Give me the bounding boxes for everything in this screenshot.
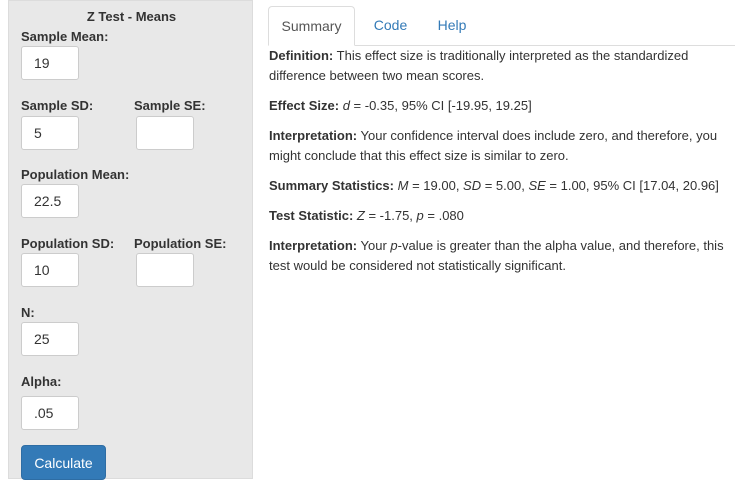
population-mean-label: Population Mean: — [21, 167, 130, 182]
effect-size-paragraph: Effect Size: d = -0.35, 95% CI [-19.95, … — [269, 96, 731, 116]
test-statistic-paragraph: Test Statistic: Z = -1.75, p = .080 — [269, 206, 731, 226]
tab-bar: Summary Code Help — [268, 6, 735, 46]
definition-label: Definition: — [269, 48, 334, 63]
sample-mean-input[interactable] — [21, 46, 79, 80]
m-value: = 19.00, — [408, 178, 464, 193]
alpha-label: Alpha: — [21, 374, 62, 389]
population-se-label: Population SE: — [134, 236, 227, 251]
tab-help[interactable]: Help — [437, 17, 467, 33]
interpretation-ci-paragraph: Interpretation: Your confidence interval… — [269, 126, 731, 166]
tab-code[interactable]: Code — [373, 17, 408, 33]
summary-statistics-label: Summary Statistics: — [269, 178, 394, 193]
population-sd-label: Population SD: — [21, 236, 115, 251]
sd-symbol: SD — [463, 178, 482, 193]
alpha-input[interactable] — [21, 396, 79, 430]
population-se-input[interactable] — [136, 253, 194, 287]
effect-size-label: Effect Size: — [269, 98, 340, 113]
summary-content: Definition: This effect size is traditio… — [269, 46, 731, 286]
interpretation-p-text-after: -value is greater than the alpha value, … — [269, 238, 724, 273]
tab-summary[interactable]: Summary — [268, 6, 355, 46]
sample-se-input[interactable] — [136, 116, 194, 150]
sd-value: = 5.00, — [481, 178, 529, 193]
se-value: = 1.00, 95% CI [17.04, 20.96] — [545, 178, 719, 193]
n-label: N: — [21, 305, 35, 320]
p-value: = .080 — [423, 208, 464, 223]
m-symbol: M — [397, 178, 409, 193]
population-mean-input[interactable] — [21, 184, 79, 218]
p-symbol: p — [416, 208, 424, 223]
input-panel: Z Test - Means Sample Mean: Sample SD: S… — [8, 0, 253, 480]
effect-size-text: = -0.35, 95% CI [-19.95, 19.25] — [349, 98, 532, 113]
interpretation-p-paragraph: Interpretation: Your p-value is greater … — [269, 236, 731, 276]
d-symbol: d — [342, 98, 350, 113]
panel-title: Z Test - Means — [86, 9, 177, 24]
sample-mean-label: Sample Mean: — [21, 29, 109, 44]
sample-se-label: Sample SE: — [134, 98, 206, 113]
interpretation-ci-text: Your confidence interval does include ze… — [269, 128, 718, 163]
z-symbol: Z — [356, 208, 365, 223]
interpretation-p-text-before: Your — [360, 238, 391, 253]
definition-text: This effect size is traditionally interp… — [269, 48, 689, 83]
n-input[interactable] — [21, 322, 79, 356]
sample-sd-label: Sample SD: — [21, 98, 94, 113]
test-statistic-label: Test Statistic: — [269, 208, 354, 223]
se-symbol: SE — [528, 178, 546, 193]
definition-paragraph: Definition: This effect size is traditio… — [269, 46, 731, 86]
p-word: p — [390, 238, 398, 253]
population-sd-input[interactable] — [21, 253, 79, 287]
summary-statistics-paragraph: Summary Statistics: M = 19.00, SD = 5.00… — [269, 176, 731, 196]
interpretation-p-label: Interpretation: — [269, 238, 358, 253]
sample-sd-input[interactable] — [21, 116, 79, 150]
z-value: = -1.75, — [364, 208, 417, 223]
calculate-button[interactable]: Calculate — [21, 445, 106, 480]
interpretation-ci-label: Interpretation: — [269, 128, 358, 143]
